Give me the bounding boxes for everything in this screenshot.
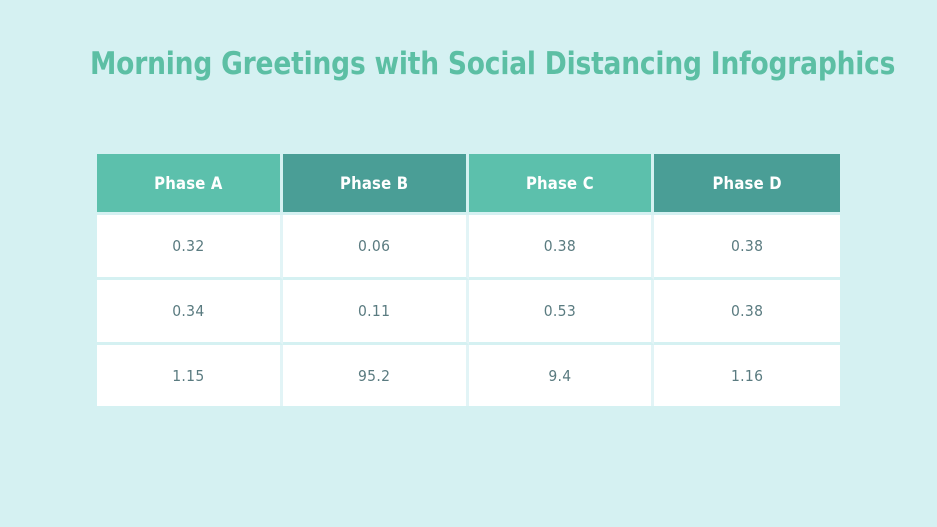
table-cell: 0.38 xyxy=(654,280,840,345)
table-cell: 0.34 xyxy=(97,280,283,345)
phase-data-table: Phase A Phase B Phase C Phase D 0.32 0.0… xyxy=(97,154,840,406)
column-header-phase-c[interactable]: Phase C xyxy=(468,154,655,215)
table-body: 0.32 0.06 0.38 0.38 0.34 0.11 0.53 0.38 … xyxy=(97,215,840,406)
column-header-phase-d[interactable]: Phase D xyxy=(654,154,840,215)
table-row: 0.34 0.11 0.53 0.38 xyxy=(97,280,840,345)
column-header-phase-b[interactable]: Phase B xyxy=(282,154,469,215)
table-cell: 0.06 xyxy=(282,215,469,280)
table-cell: 9.4 xyxy=(468,345,655,406)
table-header-row: Phase A Phase B Phase C Phase D xyxy=(97,154,840,215)
column-header-phase-a[interactable]: Phase A xyxy=(97,154,283,215)
table-cell: 0.11 xyxy=(282,280,469,345)
table-cell: 0.32 xyxy=(97,215,283,280)
table-cell: 0.53 xyxy=(468,280,655,345)
table-cell: 0.38 xyxy=(468,215,655,280)
table-row: 1.15 95.2 9.4 1.16 xyxy=(97,345,840,406)
table-cell: 1.15 xyxy=(97,345,283,406)
table-cell: 1.16 xyxy=(654,345,840,406)
table-header: Phase A Phase B Phase C Phase D xyxy=(97,154,840,215)
table-cell: 0.38 xyxy=(654,215,840,280)
table-row: 0.32 0.06 0.38 0.38 xyxy=(97,215,840,280)
table-cell: 95.2 xyxy=(282,345,469,406)
page-title: Morning Greetings with Social Distancing… xyxy=(90,46,896,82)
